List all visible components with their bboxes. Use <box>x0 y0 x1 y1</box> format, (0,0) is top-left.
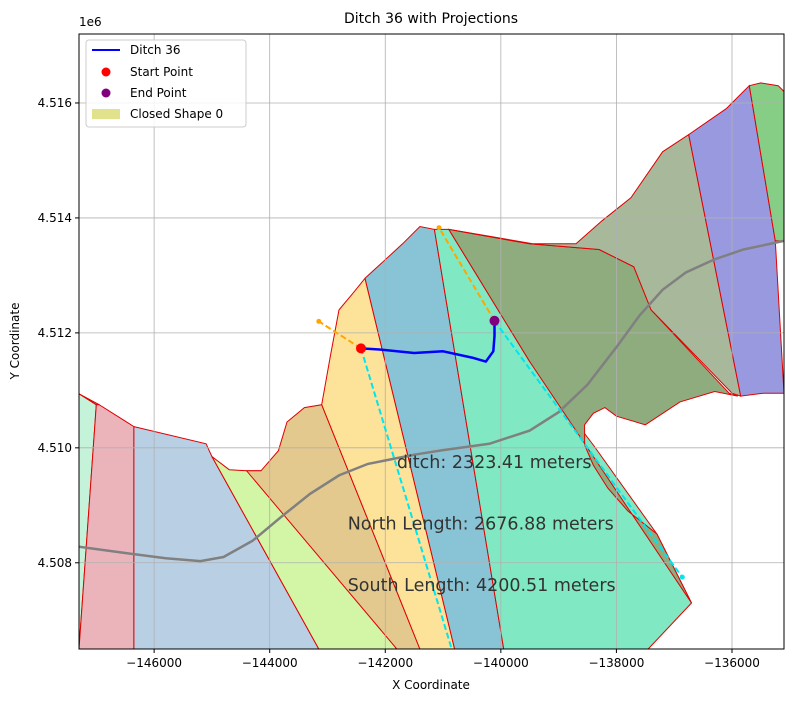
ditch-line <box>360 320 496 363</box>
annotation-1: North Length: 2676.88 meters <box>348 514 614 534</box>
legend-patch-swatch <box>92 109 120 119</box>
legend: Ditch 36 Start Point End Point Closed Sh… <box>85 39 247 128</box>
y-tick-label-3: 4.514 <box>38 211 72 225</box>
annotation-0: ditch: 2323.41 meters <box>397 453 592 473</box>
legend-label-start: Start Point <box>130 65 193 79</box>
annotation-layer: ditch: 2323.41 meters North Length: 2676.… <box>348 453 616 596</box>
chart-title: Ditch 36 with Projections <box>344 11 518 27</box>
projection-south-3 <box>493 320 684 578</box>
projection-end-point-1 <box>436 225 442 231</box>
start-point <box>356 343 366 354</box>
projection-end-point-2 <box>679 574 685 580</box>
polygon-12 <box>748 82 784 242</box>
line-layer <box>79 227 784 649</box>
y-tick-label-4: 4.516 <box>38 96 72 110</box>
projection-north-1 <box>438 227 496 322</box>
y-axis-label: Y Coordinate <box>8 303 22 381</box>
annotation-2: South Length: 4200.51 meters <box>348 576 616 596</box>
legend-label-ditch: Ditch 36 <box>130 43 181 57</box>
polygon-5 <box>245 404 421 649</box>
legend-label-end: End Point <box>130 86 187 100</box>
y-tick-label-2: 4.512 <box>38 326 72 340</box>
legend-label-shape: Closed Shape 0 <box>130 107 223 121</box>
y-axis: 4.508 4.510 4.512 4.514 4.516 <box>38 96 79 570</box>
y-tick-label-0: 4.508 <box>38 556 72 570</box>
shape-layer <box>79 82 784 649</box>
x-axis: −146000 −144000 −142000 −140000 −138000 −1360… <box>126 649 760 670</box>
polygon-6 <box>321 277 456 649</box>
x-tick-label-2: −142000 <box>357 656 413 670</box>
polygon-11 <box>688 84 784 397</box>
marker-layer <box>316 225 685 580</box>
x-axis-label: X Coordinate <box>392 678 470 692</box>
projection-end-point-0 <box>316 318 322 324</box>
projection-south-2 <box>360 348 453 649</box>
y-offset-label: 1e6 <box>79 15 102 29</box>
x-tick-label-1: −144000 <box>242 656 298 670</box>
grid <box>79 34 784 649</box>
plot-frame <box>78 33 785 650</box>
legend-box <box>85 39 247 128</box>
x-tick-label-3: −140000 <box>473 656 529 670</box>
end-point <box>489 315 500 326</box>
x-tick-label-5: −136000 <box>704 656 760 670</box>
x-tick-label-0: −146000 <box>126 656 182 670</box>
projection-north-0 <box>318 320 362 350</box>
y-tick-label-1: 4.510 <box>38 441 72 455</box>
x-tick-label-4: −138000 <box>588 656 644 670</box>
gray-curve <box>79 239 784 563</box>
legend-end-dot <box>101 88 111 98</box>
legend-start-dot <box>101 67 111 77</box>
